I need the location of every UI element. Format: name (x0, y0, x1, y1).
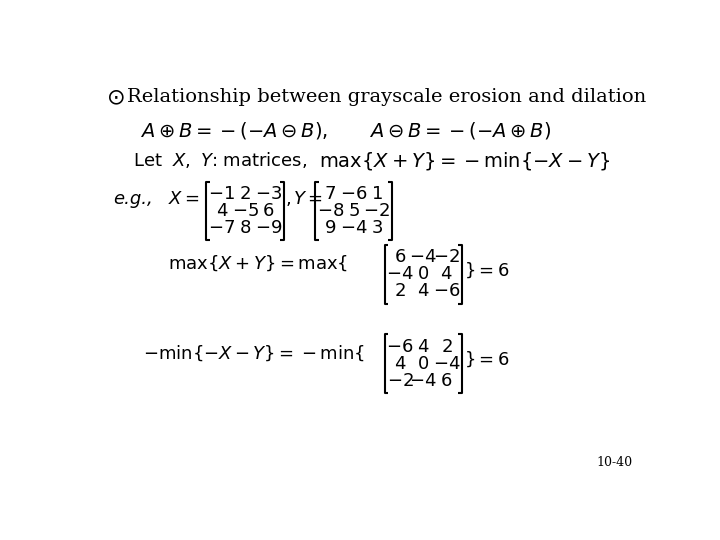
Text: $-4$: $-4$ (433, 355, 460, 373)
Text: $-2$: $-2$ (387, 372, 413, 389)
Text: $-5$: $-5$ (232, 202, 258, 220)
Text: $\}=6$: $\}=6$ (464, 261, 509, 280)
Text: e.g.,: e.g., (113, 190, 153, 207)
Text: $-1$: $-1$ (208, 185, 235, 203)
Text: $9$: $9$ (324, 219, 336, 237)
Text: $-3$: $-3$ (255, 185, 282, 203)
Text: $-6$: $-6$ (340, 185, 367, 203)
Text: $0$: $0$ (417, 355, 429, 373)
Text: $-2$: $-2$ (364, 202, 390, 220)
Text: $4$: $4$ (417, 338, 429, 356)
Text: $\max\{X+Y\}=\max\{$: $\max\{X+Y\}=\max\{$ (168, 253, 348, 273)
Text: $-4$: $-4$ (340, 219, 367, 237)
Text: ,: , (286, 190, 292, 207)
Text: $5$: $5$ (348, 202, 359, 220)
Text: $A \oplus B = -(-A \ominus B),$: $A \oplus B = -(-A \ominus B),$ (140, 120, 328, 141)
Text: $2$: $2$ (441, 338, 452, 356)
Text: $X=$: $X=$ (168, 190, 199, 207)
Text: $-2$: $-2$ (433, 248, 460, 266)
Text: $-4$: $-4$ (386, 265, 414, 284)
Text: $-6$: $-6$ (433, 282, 460, 300)
Text: $-\min\{-X-Y\}=-\min\{$: $-\min\{-X-Y\}=-\min\{$ (143, 343, 364, 363)
Text: $-9$: $-9$ (255, 219, 282, 237)
Text: Let  $X,\ Y$: matrices,: Let $X,\ Y$: matrices, (132, 150, 307, 170)
Text: $6$: $6$ (262, 202, 274, 220)
Text: $-8$: $-8$ (317, 202, 344, 220)
Text: 10-40: 10-40 (596, 456, 632, 469)
Text: $A \ominus B = -(-A \oplus B)$: $A \ominus B = -(-A \oplus B)$ (369, 120, 551, 141)
Text: $4$: $4$ (417, 282, 429, 300)
Text: $2$: $2$ (239, 185, 251, 203)
Text: $4$: $4$ (394, 355, 406, 373)
Text: $Y=$: $Y=$ (293, 190, 323, 207)
Text: $\max\{X+Y\}=-\min\{-X-Y\}$: $\max\{X+Y\}=-\min\{-X-Y\}$ (319, 150, 610, 172)
Text: $1$: $1$ (371, 185, 382, 203)
Text: $2$: $2$ (394, 282, 406, 300)
Text: Relationship between grayscale erosion and dilation: Relationship between grayscale erosion a… (127, 88, 647, 106)
Text: $-4$: $-4$ (410, 248, 437, 266)
Text: $-7$: $-7$ (208, 219, 235, 237)
Text: $4$: $4$ (440, 265, 453, 284)
Text: $4$: $4$ (215, 202, 228, 220)
Text: $3$: $3$ (371, 219, 383, 237)
Text: $0$: $0$ (417, 265, 429, 284)
Text: $\}=6$: $\}=6$ (464, 350, 509, 369)
Text: $6$: $6$ (441, 372, 453, 389)
Text: $-6$: $-6$ (387, 338, 414, 356)
Text: $7$: $7$ (324, 185, 336, 203)
Text: $8$: $8$ (239, 219, 251, 237)
Text: $\odot$: $\odot$ (106, 88, 124, 108)
Text: $6$: $6$ (394, 248, 406, 266)
Text: $-4$: $-4$ (410, 372, 437, 389)
